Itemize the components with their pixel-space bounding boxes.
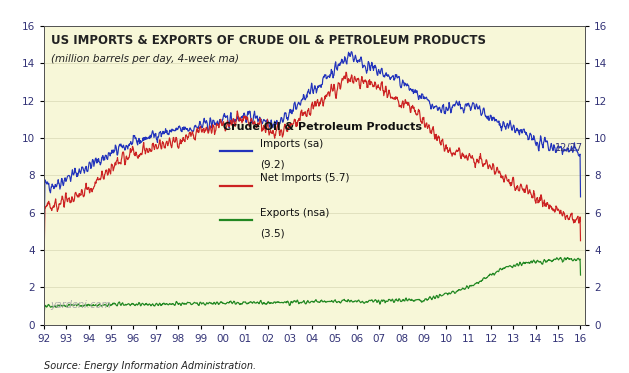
Text: US IMPORTS & EXPORTS OF CRUDE OIL & PETROLEUM PRODUCTS: US IMPORTS & EXPORTS OF CRUDE OIL & PETR… — [50, 34, 486, 47]
Text: (million barrels per day, 4-week ma): (million barrels per day, 4-week ma) — [50, 54, 238, 65]
Text: Crude Oil & Petroleum Products: Crude Oil & Petroleum Products — [223, 122, 421, 132]
Text: 12/27: 12/27 — [555, 143, 583, 153]
Text: (9.2): (9.2) — [260, 160, 285, 170]
Text: Net Imports (5.7): Net Imports (5.7) — [260, 173, 350, 183]
Text: yardeni.com: yardeni.com — [50, 300, 111, 310]
Text: Imports (sa): Imports (sa) — [260, 139, 324, 149]
Text: Source: Energy Information Administration.: Source: Energy Information Administratio… — [44, 361, 256, 371]
Text: Exports (nsa): Exports (nsa) — [260, 208, 330, 217]
Text: (3.5): (3.5) — [260, 229, 285, 238]
